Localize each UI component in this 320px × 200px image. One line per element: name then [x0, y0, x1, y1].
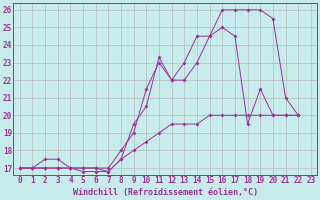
X-axis label: Windchill (Refroidissement éolien,°C): Windchill (Refroidissement éolien,°C)	[73, 188, 258, 197]
